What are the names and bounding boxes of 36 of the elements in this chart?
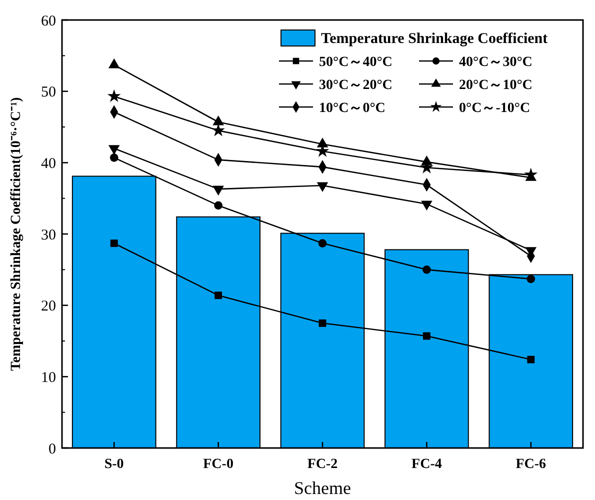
y-tick-label: 10: [41, 370, 56, 386]
point: [107, 89, 121, 102]
point: [316, 138, 328, 148]
legend-label: 20°C～10°C: [459, 78, 532, 93]
point: [318, 239, 327, 248]
legend-label: 10°C～0°C: [319, 100, 386, 116]
point: [212, 116, 224, 126]
y-tick-label: 50: [41, 84, 56, 101]
point: [422, 265, 431, 274]
legend-label: Temperature Shrinkage Coefficient: [321, 31, 548, 47]
x-axis-title: Scheme: [294, 478, 351, 498]
point: [527, 356, 535, 364]
point: [110, 240, 118, 247]
y-tick-label: 20: [41, 298, 56, 315]
x-tick-label: FC-0: [203, 457, 234, 472]
y-tick-label: 60: [41, 13, 56, 30]
point: [422, 332, 430, 340]
point: [212, 124, 225, 136]
point: [526, 274, 536, 284]
point: [214, 201, 222, 210]
y-tick-label: 0: [48, 441, 56, 458]
legend-label: 0°C～-10°C: [459, 100, 530, 116]
point: [318, 319, 326, 327]
x-tick-label: FC-4: [412, 457, 442, 472]
x-tick-label: FC-2: [307, 457, 338, 472]
point: [108, 58, 120, 68]
y-tick-label: 30: [41, 227, 56, 244]
x-tick-label: FC-6: [516, 457, 546, 472]
legend-label: 30°C～20°C: [319, 78, 392, 93]
legend-label: 50°C～40°C: [319, 54, 392, 70]
y-tick-label: 40: [41, 156, 56, 172]
x-tick-label: S-0: [104, 457, 124, 472]
y-axis-title: Temperature Shrinkage Coefficient(10⁻⁶·°C⁻¹): [9, 96, 24, 371]
legend-label: 40°C～30°C: [459, 54, 532, 70]
point: [110, 154, 118, 162]
point: [214, 292, 222, 300]
